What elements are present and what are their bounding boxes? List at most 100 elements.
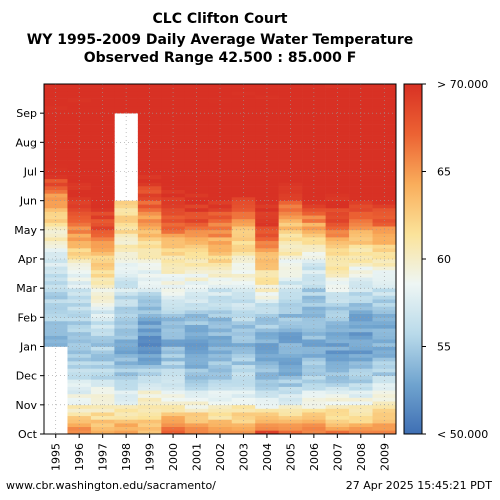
heatmap-cell (137, 288, 162, 293)
heatmap-cell (302, 320, 326, 325)
heatmap-cell (161, 124, 186, 129)
heatmap-cell (161, 248, 186, 253)
heatmap-cell (44, 113, 68, 118)
chart-title-line-2: WY 1995-2009 Daily Average Water Tempera… (26, 32, 414, 48)
heatmap-cell (208, 149, 233, 154)
heatmap-cell (208, 328, 233, 333)
heatmap-cell (67, 273, 92, 278)
heatmap-cell (67, 248, 92, 253)
heatmap-cell (278, 215, 303, 220)
heatmap-cell (278, 415, 303, 420)
heatmap-cell (44, 145, 68, 150)
heatmap-cell (231, 215, 256, 220)
heatmap-cell (137, 269, 162, 274)
heatmap-cell (67, 364, 92, 369)
colorbar-tick-label: < 50.000 (437, 428, 488, 441)
heatmap-cell (67, 156, 92, 161)
heatmap-cell (137, 277, 162, 282)
heatmap-cell (302, 149, 326, 154)
heatmap-cell (161, 116, 186, 121)
heatmap-cell (231, 237, 256, 242)
heatmap-cell (114, 372, 139, 376)
heatmap-cell (67, 233, 92, 238)
heatmap-cell (184, 339, 209, 344)
heatmap-cell (114, 295, 139, 300)
heatmap-cell (90, 167, 115, 172)
heatmap-cell (349, 335, 373, 340)
heatmap-cell (90, 269, 115, 274)
heatmap-cell (208, 320, 233, 325)
heatmap-cell (231, 211, 256, 216)
heatmap-cell (349, 291, 373, 296)
heatmap-cell (114, 393, 139, 398)
heatmap-cell (372, 372, 397, 376)
y-tick-label: Feb (18, 311, 37, 324)
heatmap-cell (67, 375, 92, 380)
heatmap-cell (114, 204, 139, 209)
heatmap-cell (90, 317, 115, 322)
heatmap-cell (302, 353, 326, 358)
heatmap-cell (208, 331, 233, 336)
heatmap-cell (349, 353, 373, 358)
heatmap-cell (302, 175, 326, 180)
heatmap-cell (208, 251, 233, 256)
chart-title-line-1: CLC Clifton Court (152, 11, 288, 27)
heatmap-cell (349, 197, 373, 201)
heatmap-cell (231, 291, 256, 296)
heatmap-cell (278, 277, 303, 282)
heatmap-cell (255, 299, 279, 304)
heatmap-cell (137, 145, 162, 150)
heatmap-cell (114, 237, 139, 242)
heatmap-cell (208, 171, 233, 176)
heatmap-cell (302, 200, 326, 205)
heatmap-cell (90, 120, 115, 125)
heatmap-cell (349, 357, 373, 362)
heatmap-cell (278, 167, 303, 172)
heatmap-cell (184, 197, 209, 201)
heatmap-cell (325, 197, 350, 201)
heatmap-cell (278, 401, 303, 406)
heatmap-cell (372, 124, 397, 129)
heatmap-cell (255, 91, 279, 96)
heatmap-cell (325, 244, 350, 249)
heatmap-cell (208, 255, 233, 260)
heatmap-cell (184, 113, 209, 118)
heatmap-cell (231, 339, 256, 344)
heatmap-cell (161, 408, 186, 413)
heatmap-cell (137, 204, 162, 209)
heatmap-cell (278, 145, 303, 150)
heatmap-cell (325, 353, 350, 358)
heatmap-cell (278, 393, 303, 398)
heatmap-cell (325, 171, 350, 176)
heatmap-cell (278, 372, 303, 376)
heatmap-cell (137, 375, 162, 380)
heatmap-cell (67, 277, 92, 282)
heatmap-cell (208, 145, 233, 150)
heatmap-cell (372, 280, 397, 285)
footer-timestamp: 27 Apr 2025 15:45:21 PDT (345, 479, 492, 492)
heatmap-cell (325, 320, 350, 325)
heatmap-cell (255, 87, 279, 92)
heatmap-cell (161, 149, 186, 154)
heatmap-cell (349, 207, 373, 212)
heatmap-cell (161, 87, 186, 92)
heatmap-cell (208, 353, 233, 358)
heatmap-cell (349, 339, 373, 344)
heatmap-cell (231, 269, 256, 274)
heatmap-cell (255, 145, 279, 150)
heatmap-cell (90, 244, 115, 249)
heatmap-cell (90, 339, 115, 344)
heatmap-cell (325, 240, 350, 245)
heatmap-cell (372, 87, 397, 92)
heatmap-cell (325, 361, 350, 366)
heatmap-cell (161, 91, 186, 96)
heatmap-cell (44, 84, 68, 88)
heatmap-cell (161, 295, 186, 300)
heatmap-cell (325, 167, 350, 172)
heatmap-cell (278, 328, 303, 333)
heatmap-cell (90, 284, 115, 289)
heatmap-cell (114, 357, 139, 362)
heatmap-cell (184, 379, 209, 384)
heatmap-cell (184, 116, 209, 121)
heatmap-cell (137, 335, 162, 340)
